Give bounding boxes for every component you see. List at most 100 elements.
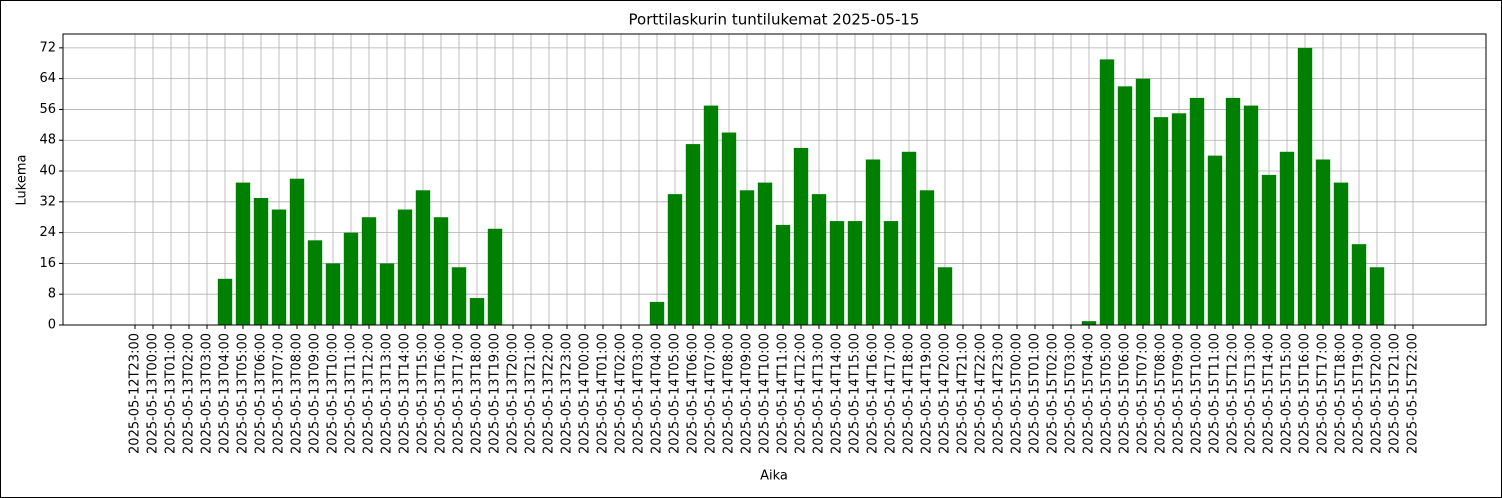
x-tick-label: 2025-05-14T23:00 (992, 333, 1007, 454)
x-tick-label: 2025-05-15T01:00 (1028, 333, 1043, 454)
x-tick-label: 2025-05-15T11:00 (1208, 333, 1223, 454)
y-tick-label: 72 (39, 40, 56, 55)
bar (397, 209, 413, 325)
y-axis-label: Lukema (15, 155, 30, 206)
bar (865, 159, 881, 325)
y-tick-label: 16 (39, 256, 56, 271)
x-tick-label: 2025-05-13T18:00 (470, 333, 485, 454)
bar (739, 190, 755, 325)
bar (703, 105, 719, 325)
x-tick-label: 2025-05-14T07:00 (704, 333, 719, 454)
plot-border (62, 33, 1487, 326)
x-tick-label: 2025-05-13T09:00 (308, 333, 323, 454)
bar (451, 267, 467, 325)
bar (829, 221, 845, 325)
x-tick-label: 2025-05-15T00:00 (1010, 333, 1025, 454)
x-tick-label: 2025-05-13T07:00 (272, 333, 287, 454)
x-tick-label: 2025-05-14T03:00 (632, 333, 647, 454)
bar (901, 151, 917, 325)
bar (1135, 78, 1151, 326)
bar (793, 147, 809, 325)
x-tick-label: 2025-05-15T15:00 (1280, 333, 1295, 454)
y-tick-label: 56 (39, 102, 56, 117)
bar (1171, 113, 1187, 326)
y-tick-label: 8 (48, 287, 56, 302)
bar (919, 190, 935, 325)
x-tick-label: 2025-05-14T18:00 (902, 333, 917, 454)
x-tick-label: 2025-05-15T18:00 (1334, 333, 1349, 454)
x-tick-label: 2025-05-14T22:00 (974, 333, 989, 454)
x-tick-label: 2025-05-14T04:00 (650, 333, 665, 454)
bar (325, 263, 341, 325)
bar (1099, 59, 1115, 326)
bar (235, 182, 251, 325)
y-tick-label: 0 (48, 318, 56, 333)
bar (217, 278, 233, 325)
x-tick-label: 2025-05-15T17:00 (1316, 333, 1331, 454)
bar (685, 144, 701, 325)
bar (721, 132, 737, 325)
x-tick-label: 2025-05-14T02:00 (614, 333, 629, 454)
bar (1243, 105, 1259, 325)
x-tick-label: 2025-05-15T07:00 (1136, 333, 1151, 454)
x-tick-label: 2025-05-13T13:00 (380, 333, 395, 454)
bar (469, 298, 485, 325)
x-tick-label: 2025-05-14T13:00 (812, 333, 827, 454)
x-tick-label: 2025-05-15T03:00 (1064, 333, 1079, 454)
bar (667, 194, 683, 325)
x-tick-label: 2025-05-15T12:00 (1226, 333, 1241, 454)
x-tick-label: 2025-05-14T08:00 (722, 333, 737, 454)
x-tick-label: 2025-05-13T21:00 (524, 333, 539, 454)
bar (1279, 151, 1295, 325)
bar (937, 267, 953, 325)
x-tick-label: 2025-05-13T01:00 (164, 333, 179, 454)
bar (1225, 97, 1241, 326)
bar (811, 194, 827, 325)
bar (253, 197, 269, 325)
bar (415, 190, 431, 325)
x-tick-label: 2025-05-13T00:00 (146, 333, 161, 454)
x-tick-label: 2025-05-13T16:00 (434, 333, 449, 454)
x-tick-label: 2025-05-15T13:00 (1244, 333, 1259, 454)
bar (271, 209, 287, 325)
x-tick-label: 2025-05-15T19:00 (1352, 333, 1367, 454)
x-tick-label: 2025-05-14T20:00 (938, 333, 953, 454)
x-tick-label: 2025-05-13T15:00 (416, 333, 431, 454)
x-tick-label: 2025-05-14T09:00 (740, 333, 755, 454)
x-tick-label: 2025-05-13T22:00 (542, 333, 557, 454)
x-tick-label: 2025-05-13T17:00 (452, 333, 467, 454)
bar (1081, 321, 1097, 325)
bar (289, 178, 305, 325)
bar (1153, 117, 1169, 326)
bar (1333, 182, 1349, 325)
bar (1369, 267, 1385, 325)
x-tick-label: 2025-05-14T11:00 (776, 333, 791, 454)
bar (487, 228, 503, 325)
bar (379, 263, 395, 325)
bar (1297, 47, 1313, 325)
x-tick-label: 2025-05-15T06:00 (1118, 333, 1133, 454)
x-tick-label: 2025-05-14T01:00 (596, 333, 611, 454)
bar (1189, 97, 1205, 326)
x-axis-label: Aika (760, 469, 788, 484)
x-tick-label: 2025-05-14T05:00 (668, 333, 683, 454)
x-tick-label: 2025-05-15T20:00 (1370, 333, 1385, 454)
x-tick-label: 2025-05-14T00:00 (578, 333, 593, 454)
x-tick-label: 2025-05-13T14:00 (398, 333, 413, 454)
bar (757, 182, 773, 325)
x-tick-label: 2025-05-13T20:00 (506, 333, 521, 454)
x-tick-label: 2025-05-14T10:00 (758, 333, 773, 454)
y-tick-label: 40 (39, 164, 56, 179)
x-tick-label: 2025-05-15T14:00 (1262, 333, 1277, 454)
bar (847, 221, 863, 325)
bar (1315, 159, 1331, 325)
y-tick-label: 24 (39, 225, 56, 240)
x-tick-label: 2025-05-15T09:00 (1172, 333, 1187, 454)
x-tick-label: 2025-05-13T03:00 (200, 333, 215, 454)
bar (1207, 155, 1223, 325)
bar (343, 232, 359, 325)
x-tick-label: 2025-05-15T10:00 (1190, 333, 1205, 454)
bar (883, 221, 899, 325)
bar (1117, 86, 1133, 325)
bar (775, 224, 791, 325)
